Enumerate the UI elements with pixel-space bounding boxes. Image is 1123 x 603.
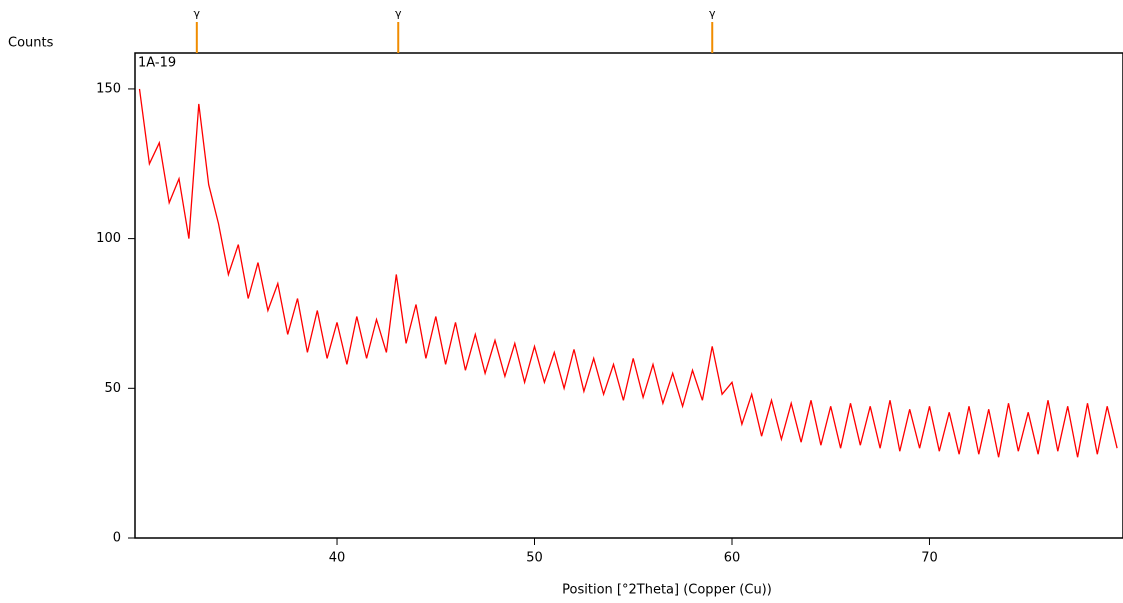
y-axis-label: Counts (8, 36, 54, 51)
plot-area (134, 52, 1123, 539)
x-tick-label: 50 (526, 551, 543, 566)
y-tick-label: 100 (96, 231, 121, 246)
x-tick-label: 40 (329, 551, 346, 566)
x-axis-label: Position [°2Theta] (Copper (Cu)) (562, 583, 772, 598)
y-tick-label: 50 (104, 381, 121, 396)
sample-label: 1A-19 (138, 56, 176, 71)
y-tick-label: 0 (113, 531, 121, 546)
data-line (138, 88, 1118, 458)
reference-label: γ (395, 7, 402, 20)
x-tick-label: 60 (724, 551, 741, 566)
reference-label: γ (194, 7, 201, 20)
x-tick-label: 70 (921, 551, 938, 566)
reference-label: γ (709, 7, 716, 20)
y-tick-label: 150 (96, 81, 121, 96)
